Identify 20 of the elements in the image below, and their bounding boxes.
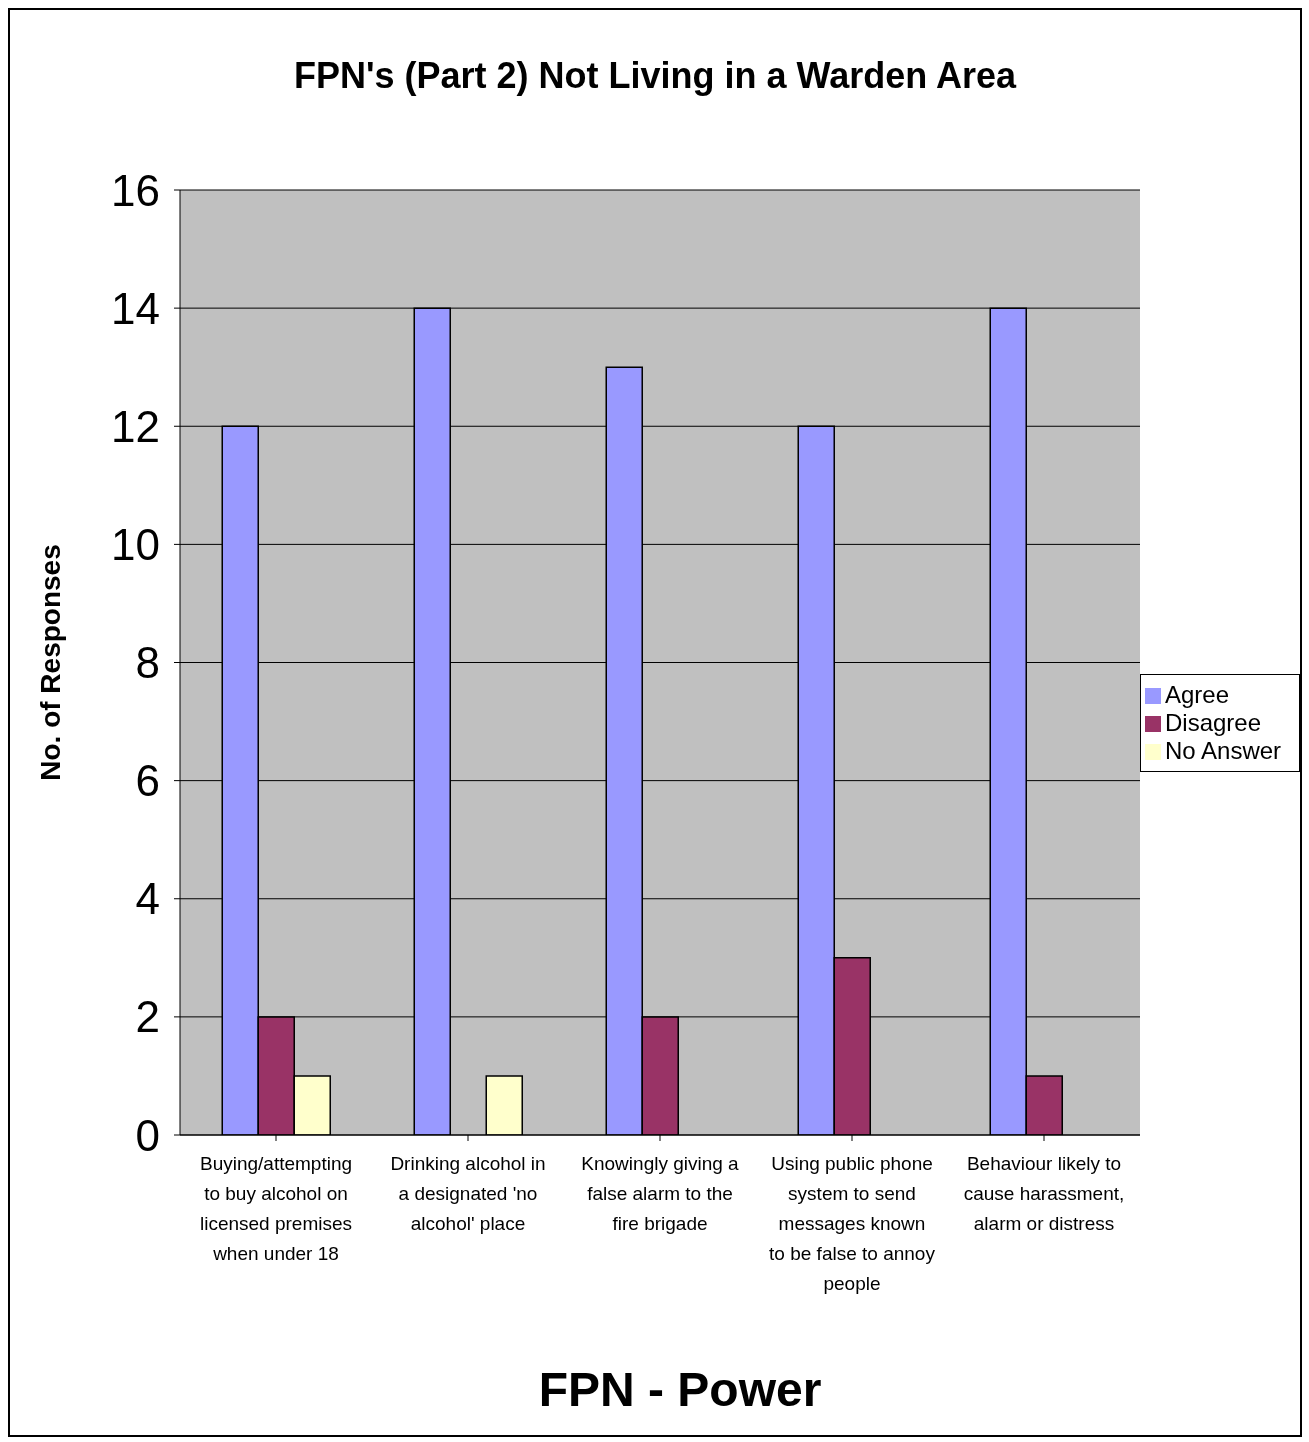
x-axis-title: FPN - Power (537, 1362, 823, 1417)
x-tick-label: Knowingly giving a false alarm to the fire brigade (581, 1153, 740, 1235)
x-tick-label: Buying/attempting to buy alcohol on licensed premises when under 18 (199, 1153, 353, 1265)
y-tick-label: 10 (111, 519, 160, 569)
y-tick-label: 4 (135, 874, 160, 924)
x-tick-label: Using public phone system to send messages known to be false to annoy people (769, 1153, 936, 1295)
y-axis-title: No. of Responses (34, 544, 66, 781)
y-tick-label: 6 (135, 756, 160, 806)
legend-label: Disagree (1165, 708, 1262, 736)
chart-title: FPN's (Part 2) Not Living in a Warden Area (293, 55, 1018, 97)
legend-label: No Answer (1165, 736, 1282, 764)
y-tick-label: 12 (111, 401, 160, 451)
x-tick-label: Behaviour likely to cause harassment, alarm or distress (963, 1153, 1125, 1235)
x-tick-label: Drinking alcohol in a designated 'no alcohol' place (390, 1153, 546, 1235)
y-tick-label: 8 (135, 638, 160, 688)
legend-label: Agree (1165, 680, 1230, 708)
y-tick-label: 16 (111, 165, 160, 215)
y-tick-label: 2 (135, 992, 160, 1042)
y-tick-label: 0 (135, 1110, 160, 1160)
y-tick-label: 14 (111, 283, 160, 333)
